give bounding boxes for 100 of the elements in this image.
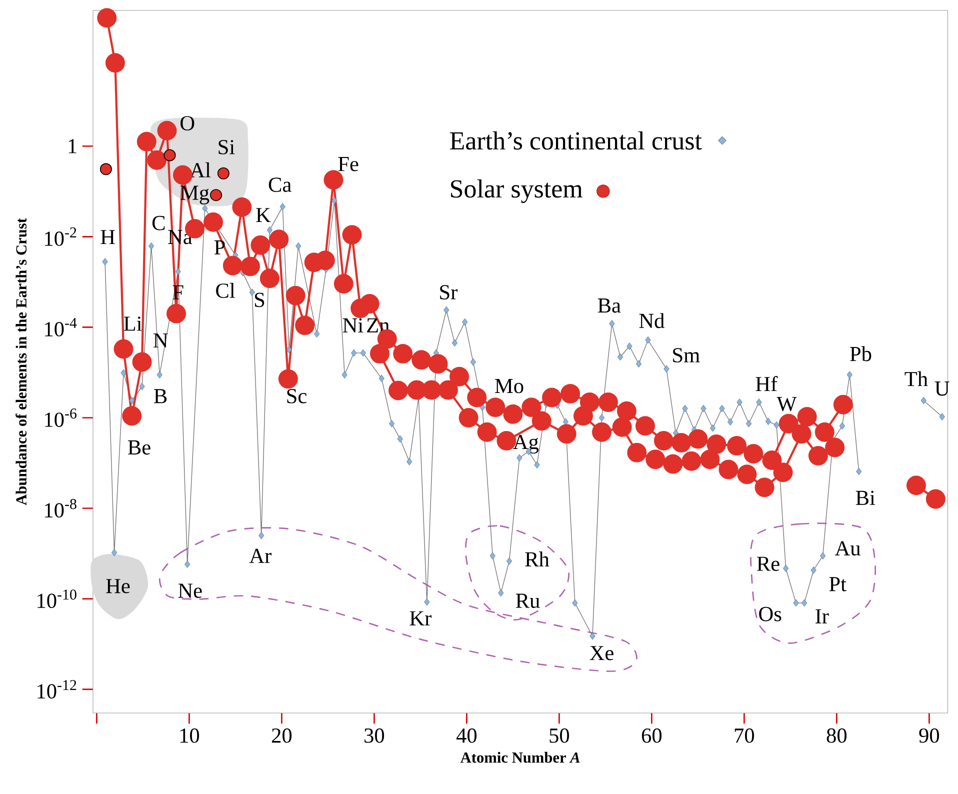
point — [240, 256, 260, 276]
y-tick-label: 10$^{-10}$ — [38, 590, 76, 608]
y-tick-label: 10$^{-2}$ — [45, 227, 76, 246]
y-tick-label: 1 — [68, 139, 76, 154]
point — [477, 422, 497, 442]
point — [503, 404, 523, 424]
point — [682, 451, 702, 471]
point — [532, 411, 552, 431]
annotation: Ne — [178, 584, 202, 598]
point — [105, 53, 125, 73]
annotation: Th — [904, 371, 928, 386]
point — [342, 225, 362, 245]
point — [222, 256, 242, 276]
annotation: C — [152, 216, 165, 230]
point — [232, 197, 252, 217]
point — [556, 424, 576, 444]
point — [700, 450, 720, 470]
point — [286, 286, 306, 306]
point — [166, 304, 186, 324]
point — [646, 450, 666, 470]
y-tick-label: 10$^{-12}$ — [38, 680, 76, 699]
annotation: Si — [218, 140, 235, 154]
point — [412, 350, 432, 370]
point — [122, 406, 142, 426]
point — [269, 230, 289, 250]
point — [688, 429, 708, 449]
point — [278, 369, 298, 389]
annotation: K — [256, 208, 271, 222]
x-tick-label: 50 — [550, 728, 570, 743]
point — [574, 406, 593, 426]
point — [204, 212, 223, 232]
point — [100, 163, 112, 176]
annotation: Rh — [525, 552, 550, 566]
annotation: Xe — [590, 646, 614, 660]
point — [718, 460, 738, 480]
annotation: Ar — [249, 548, 272, 563]
annotation: N — [153, 333, 168, 348]
point — [370, 344, 390, 364]
point — [612, 417, 632, 437]
x-tick-label: 30 — [364, 728, 384, 743]
x-tick-label: 40 — [456, 728, 477, 743]
point — [250, 235, 270, 255]
x-tick-label: 20 — [272, 728, 292, 743]
point — [744, 444, 764, 464]
point — [486, 398, 506, 418]
y-tick-label: 10$^{-8}$ — [45, 499, 76, 518]
annotation: O — [180, 116, 194, 130]
point — [172, 165, 192, 185]
point — [920, 396, 926, 404]
point — [428, 354, 448, 374]
annotation: Mo — [495, 379, 524, 394]
point — [260, 268, 280, 288]
annotation: Hf — [756, 376, 778, 392]
annotation: S — [254, 292, 264, 308]
point — [114, 339, 134, 359]
y-tick-label: 10$^{-4}$ — [45, 318, 77, 336]
annotation: Ca — [268, 178, 292, 192]
point — [808, 446, 828, 466]
x-tick-label: 90 — [919, 728, 940, 743]
point — [706, 434, 726, 454]
x-tick-label: 10 — [180, 728, 200, 743]
annotation: Ir — [816, 609, 829, 624]
point — [592, 422, 612, 442]
annotation: H — [100, 230, 115, 244]
point — [926, 489, 946, 509]
point — [97, 8, 117, 28]
point — [762, 450, 782, 470]
annotation: Fe — [338, 157, 358, 172]
point — [939, 413, 945, 420]
point — [522, 398, 542, 418]
point — [542, 388, 562, 408]
point — [295, 316, 315, 336]
point — [754, 478, 774, 498]
point — [164, 149, 176, 162]
annotation: Pb — [850, 346, 872, 362]
legend-label: Earth’s continental crust — [450, 131, 702, 150]
point — [324, 170, 344, 190]
point — [157, 120, 177, 140]
legend-label: Solar system — [451, 179, 582, 204]
point — [814, 422, 834, 442]
annotation: Be — [128, 440, 150, 455]
x-tick-label: 80 — [826, 728, 847, 743]
x-axis-title: Atomic Number A — [460, 752, 580, 763]
point — [210, 189, 222, 202]
annotation: Pt — [829, 577, 846, 592]
point — [672, 433, 692, 452]
annotation: Cl — [216, 282, 235, 298]
point — [450, 366, 470, 386]
point — [136, 132, 156, 152]
annotation: Bi — [856, 490, 876, 505]
point — [727, 436, 747, 456]
point — [663, 454, 683, 474]
point — [438, 380, 458, 400]
point — [737, 464, 757, 484]
point — [360, 294, 380, 314]
x-tick-label: 60 — [642, 728, 662, 743]
point — [334, 274, 354, 294]
annotation: Kr — [410, 611, 432, 626]
point — [833, 394, 853, 414]
point — [393, 344, 413, 364]
